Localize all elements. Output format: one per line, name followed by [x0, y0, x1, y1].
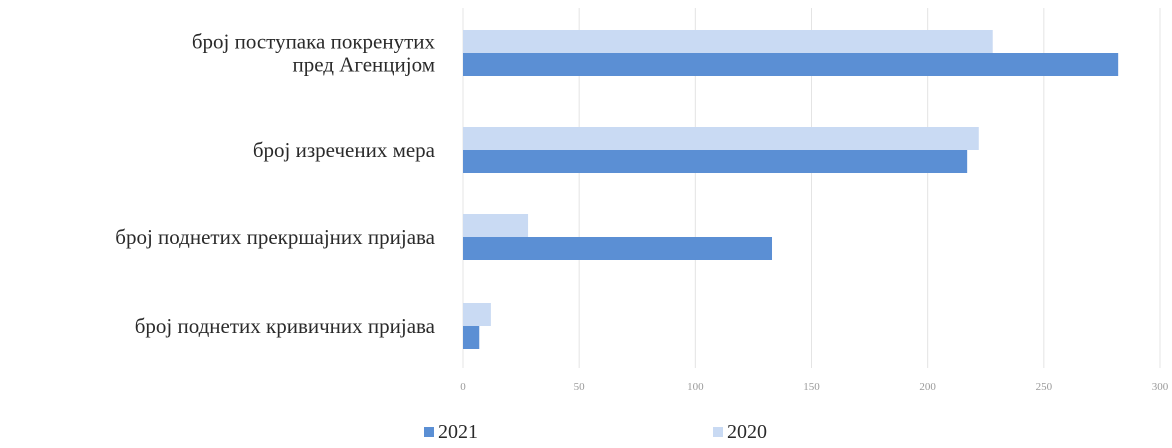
bar-2020-0 — [463, 30, 993, 53]
x-tick-label-150: 150 — [803, 381, 820, 393]
x-tick-label-50: 50 — [574, 381, 586, 393]
bar-2021-2 — [463, 237, 773, 260]
x-tick-label-100: 100 — [687, 381, 704, 393]
category-label-2-0: број поднетих прекршајних пријава — [115, 225, 435, 249]
category-label-0-1: пред Агенцијом — [293, 53, 435, 77]
x-tick-label-200: 200 — [919, 381, 936, 393]
bar-2021-1 — [463, 150, 968, 173]
bar-2020-2 — [463, 214, 529, 237]
legend: 2021 2020 — [424, 421, 767, 443]
category-label-0-0: број поступака покренутих — [192, 30, 436, 54]
bar-2020-1 — [463, 127, 979, 150]
x-axis-ticks: 0 50 100 150 200 250 300 — [460, 381, 1169, 393]
category-label-1-0: број изречених мера — [253, 138, 436, 162]
legend-swatch-2021 — [424, 427, 434, 437]
x-tick-label-300: 300 — [1152, 381, 1169, 393]
legend-label-2021: 2021 — [438, 421, 478, 443]
category-label-3-0: број поднетих кривичних пријава — [135, 314, 436, 338]
bar-2021-0 — [463, 53, 1119, 76]
x-tick-label-250: 250 — [1036, 381, 1053, 393]
legend-label-2020: 2020 — [727, 421, 767, 443]
legend-swatch-2020 — [713, 427, 723, 437]
x-tick-label-0: 0 — [460, 381, 466, 393]
bar-2021-3 — [463, 326, 480, 349]
bar-2020-3 — [463, 303, 491, 326]
bars — [463, 30, 1119, 349]
